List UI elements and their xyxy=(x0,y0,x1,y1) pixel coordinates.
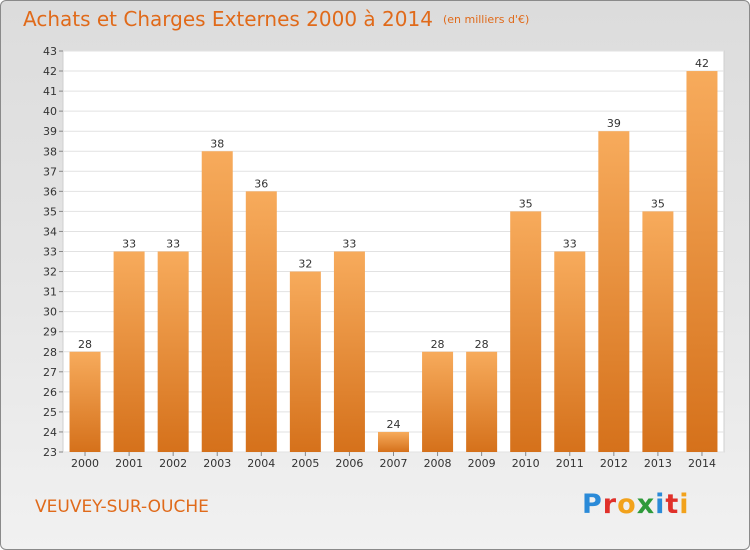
bar xyxy=(422,351,454,452)
bar xyxy=(686,71,718,453)
x-tick-label: 2008 xyxy=(424,457,452,470)
y-tick-label: 43 xyxy=(43,45,57,58)
bar-value-label: 33 xyxy=(122,238,136,251)
bar xyxy=(554,251,586,452)
bar-value-label: 32 xyxy=(298,258,312,271)
bar xyxy=(378,431,409,452)
y-tick-label: 40 xyxy=(43,105,57,118)
x-tick-label: 2001 xyxy=(115,457,143,470)
x-tick-label: 2003 xyxy=(203,457,231,470)
y-tick-label: 39 xyxy=(43,125,57,138)
x-tick-label: 2002 xyxy=(159,457,187,470)
x-tick-label: 2007 xyxy=(380,457,408,470)
bar xyxy=(157,251,189,452)
bar-value-label: 38 xyxy=(210,137,224,150)
bar-value-label: 35 xyxy=(519,197,533,210)
bar-value-label: 28 xyxy=(475,338,489,351)
logo-letter: i xyxy=(655,489,666,520)
bar-value-label: 33 xyxy=(342,238,356,251)
place-name: VEUVEY-SUR-OUCHE xyxy=(35,497,209,517)
x-tick-label: 2009 xyxy=(468,457,496,470)
bar xyxy=(113,251,145,452)
y-tick-label: 36 xyxy=(43,185,57,198)
bar xyxy=(642,211,674,452)
y-tick-label: 23 xyxy=(43,446,57,459)
y-tick-label: 34 xyxy=(43,225,57,238)
x-tick-label: 2006 xyxy=(335,457,363,470)
bar-value-label: 24 xyxy=(387,418,401,431)
y-tick-label: 27 xyxy=(43,366,57,379)
y-tick-label: 33 xyxy=(43,246,57,259)
chart-title: Achats et Charges Externes 2000 à 2014 (e… xyxy=(23,7,529,31)
bar-value-label: 35 xyxy=(651,197,665,210)
x-axis: 2000 2001 2002 2003 2004 2005 2006 2007 2008 2009… xyxy=(71,452,716,470)
bar-value-label: 39 xyxy=(607,117,621,130)
proxiti-logo: Proxiti xyxy=(582,489,690,520)
logo-letter: r xyxy=(602,489,618,520)
bar xyxy=(245,191,277,452)
x-tick-label: 2011 xyxy=(556,457,584,470)
bar-value-label: 28 xyxy=(78,338,92,351)
bar-value-label: 33 xyxy=(166,238,180,251)
bar-value-label: 42 xyxy=(695,57,709,70)
bar-value-label: 36 xyxy=(254,177,268,190)
y-tick-label: 38 xyxy=(43,145,57,158)
y-axis: 23 24 25 26 27 28 29 30 31 32 33 34 35 36 37 38 39 40 41 42… xyxy=(43,45,63,459)
bars: 28 33 33 38 36 32 33 24 28 28 35 33 39 35 42 xyxy=(69,57,718,453)
x-tick-label: 2005 xyxy=(291,457,319,470)
x-tick-label: 2010 xyxy=(512,457,540,470)
y-tick-label: 26 xyxy=(43,386,57,399)
logo-letter: x xyxy=(636,489,656,520)
y-tick-label: 35 xyxy=(43,205,57,218)
y-tick-label: 24 xyxy=(43,426,57,439)
bar xyxy=(289,271,321,452)
x-tick-label: 2012 xyxy=(600,457,628,470)
bar-value-label: 28 xyxy=(431,338,445,351)
y-tick-label: 30 xyxy=(43,306,57,319)
y-tick-label: 28 xyxy=(43,346,57,359)
logo-letter: t xyxy=(665,489,680,520)
logo-letter: i xyxy=(679,489,690,520)
bar xyxy=(466,351,498,452)
y-tick-label: 42 xyxy=(43,65,57,78)
bar xyxy=(598,131,630,452)
y-tick-label: 29 xyxy=(43,326,57,339)
x-tick-label: 2013 xyxy=(644,457,672,470)
y-tick-label: 37 xyxy=(43,165,57,178)
x-tick-label: 2014 xyxy=(688,457,716,470)
logo-letter: P xyxy=(582,489,603,520)
bar xyxy=(69,351,101,452)
y-tick-label: 31 xyxy=(43,286,57,299)
x-tick-label: 2004 xyxy=(247,457,275,470)
x-tick-label: 2000 xyxy=(71,457,99,470)
chart-title-text: Achats et Charges Externes 2000 à 2014 xyxy=(23,7,433,31)
chart-unit: (en milliers d'€) xyxy=(442,13,530,26)
bar xyxy=(333,251,365,452)
y-tick-label: 41 xyxy=(43,85,57,98)
bar-value-label: 33 xyxy=(563,238,577,251)
y-tick-label: 32 xyxy=(43,266,57,279)
bar xyxy=(201,151,233,452)
logo-letter: o xyxy=(617,489,637,520)
y-tick-label: 25 xyxy=(43,406,57,419)
bar xyxy=(510,211,542,452)
